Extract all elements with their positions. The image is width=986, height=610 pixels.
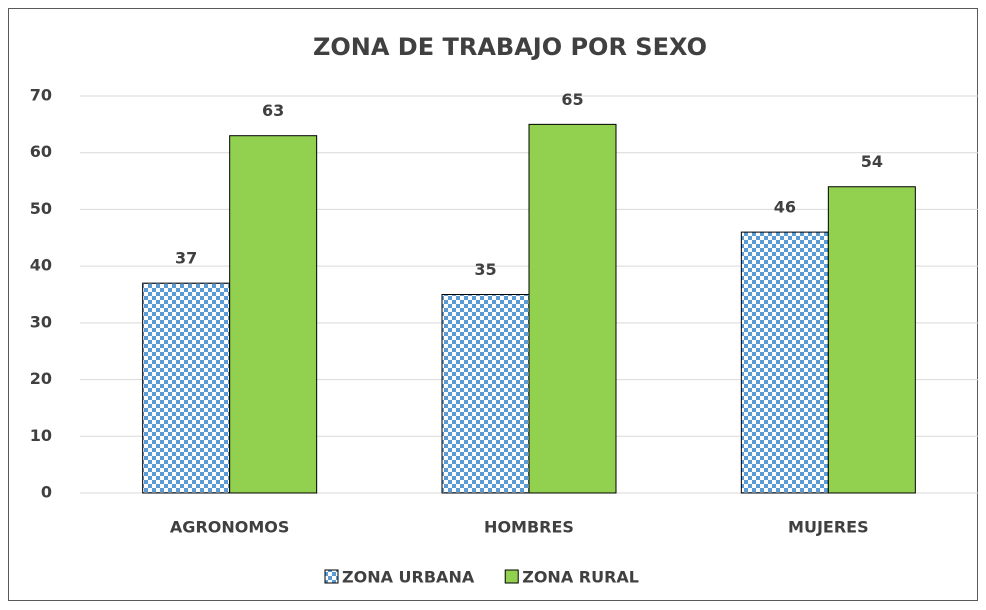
bar	[827, 186, 916, 494]
y-tick-label: 50	[30, 199, 52, 218]
chart-title: ZONA DE TRABAJO POR SEXO	[313, 33, 707, 61]
bar	[528, 123, 617, 494]
data-label: 37	[175, 249, 197, 268]
y-tick-label: 20	[30, 369, 52, 388]
bar	[441, 294, 530, 494]
x-tick-label: AGRONOMOS	[170, 518, 289, 537]
y-tick-label: 40	[30, 256, 52, 275]
x-tick-label: MUJERES	[788, 518, 869, 537]
y-tick-label: 60	[30, 142, 52, 161]
legend-swatch	[324, 569, 339, 584]
data-label: 46	[774, 198, 796, 217]
bar	[229, 135, 318, 494]
y-tick-label: 30	[30, 312, 52, 331]
y-tick-label: 10	[30, 426, 52, 445]
y-tick-label: 0	[41, 483, 52, 502]
bar	[142, 282, 231, 494]
data-label: 65	[561, 90, 583, 109]
legend-label: ZONA URBANA	[342, 568, 475, 587]
legend-swatch	[504, 569, 519, 584]
data-label: 54	[861, 152, 883, 171]
x-tick-label: HOMBRES	[484, 518, 574, 537]
data-label: 63	[262, 101, 284, 120]
bar	[740, 231, 829, 494]
data-label: 35	[474, 260, 496, 279]
legend-label: ZONA RURAL	[522, 568, 639, 587]
y-tick-label: 70	[30, 86, 52, 105]
